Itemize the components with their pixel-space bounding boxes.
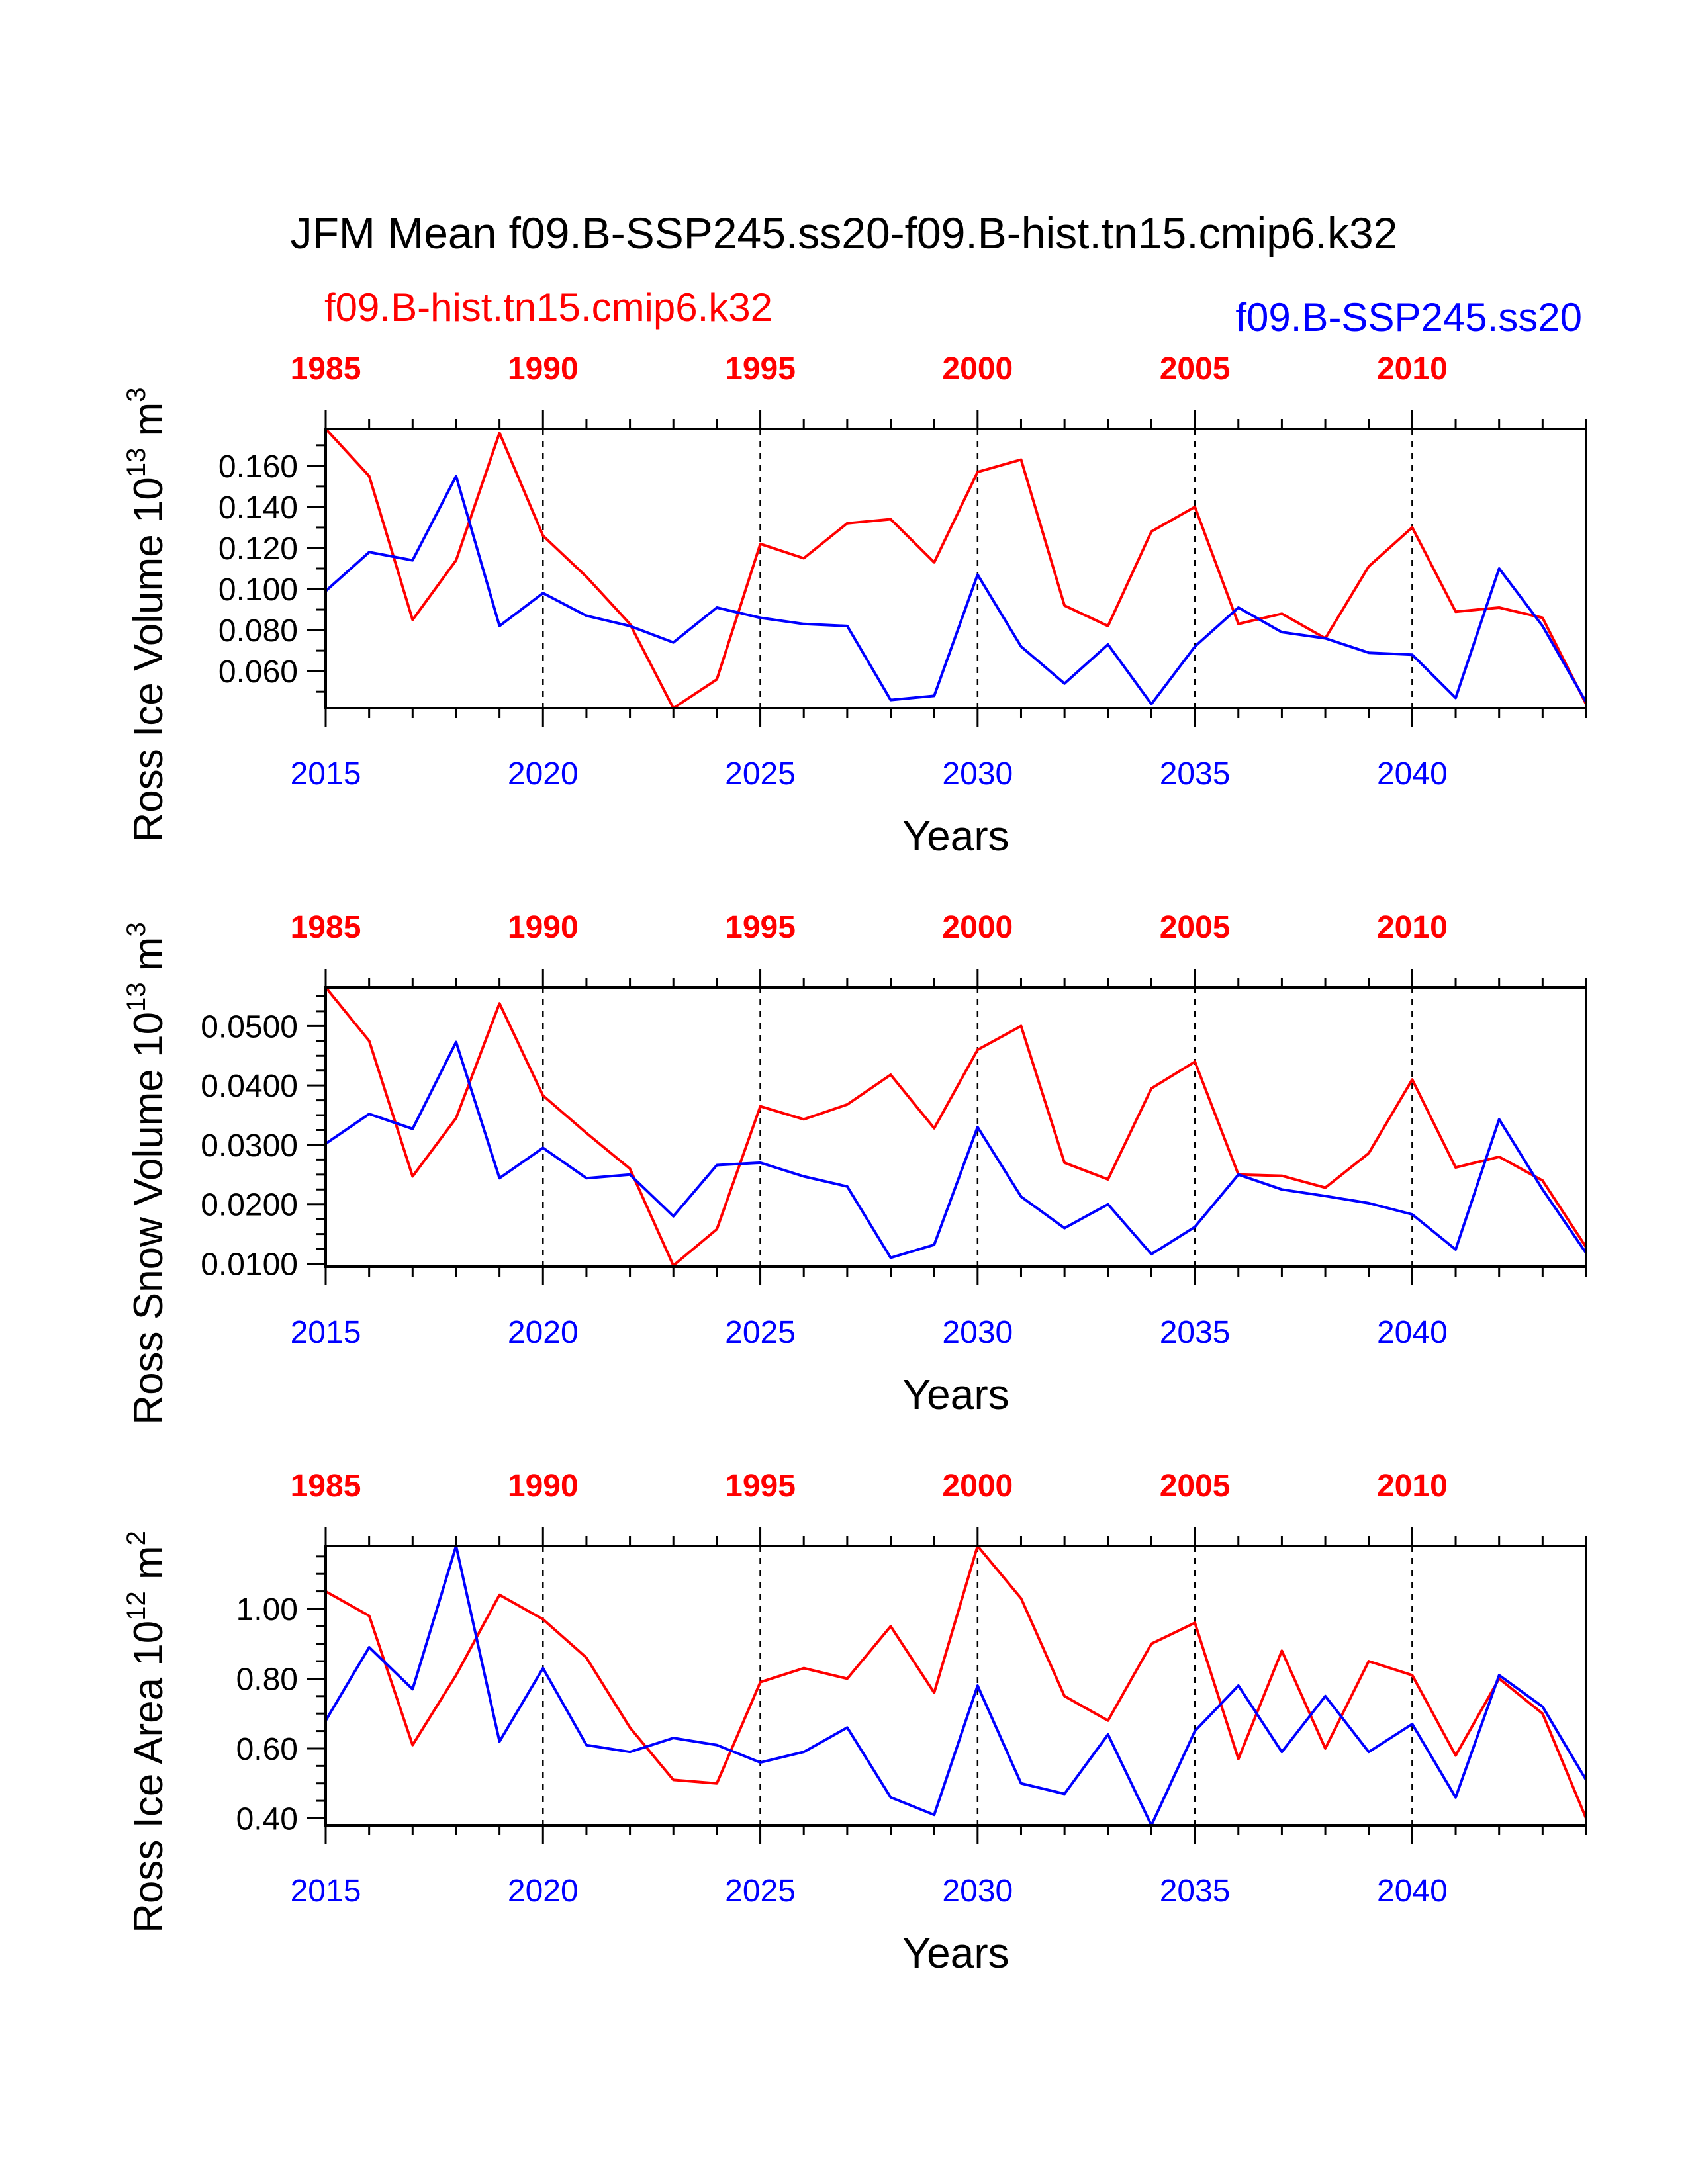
y-axis-title: Ross Snow Volume 1013 m3: [122, 922, 171, 1424]
top-axis-tick-label: 1995: [725, 351, 796, 387]
bottom-axis-tick-label: 2035: [1160, 1315, 1231, 1350]
legend-hist-label: f09.B-hist.tn15.cmip6.k32: [324, 285, 773, 330]
top-axis-tick-label: 2005: [1160, 910, 1231, 945]
top-axis-tick-label: 1995: [725, 1469, 796, 1504]
top-axis-tick-label: 2000: [942, 1469, 1013, 1504]
top-axis-tick-label: 2005: [1160, 351, 1231, 387]
bottom-axis-tick-label: 2025: [725, 1315, 796, 1350]
panel-2: 2015 2020 2025 2030 2035 2040 1985 1990 1995 2000…: [122, 910, 1587, 1425]
y-axis-tick-label: 0.0200: [201, 1188, 298, 1223]
y-axis-tick-label: 0.160: [218, 449, 298, 484]
bottom-axis-tick-label: 2040: [1377, 1874, 1448, 1909]
y-axis-tick-label: 0.060: [218, 655, 298, 690]
bottom-axis-tick-label: 2015: [291, 1874, 361, 1909]
plot-frame: [324, 1545, 1587, 1827]
y-axis-tick-label: 0.0300: [201, 1128, 298, 1163]
bottom-axis-tick-label: 2030: [942, 1874, 1013, 1909]
y-axis-title: Ross Ice Volume 1013 m3: [122, 387, 171, 842]
bottom-axis-tick-label: 2035: [1160, 1874, 1231, 1909]
panel-1: 2015 2020 2025 2030 2035 2040 1985 1990 1995 2000…: [122, 351, 1587, 860]
y-axis-tick-label: 0.140: [218, 490, 298, 525]
bottom-axis-tick-label: 2040: [1377, 1315, 1448, 1350]
bottom-axis-tick-label: 2030: [942, 756, 1013, 792]
bottom-axis-tick-label: 2025: [725, 756, 796, 792]
y-axis-tick-label: 0.0500: [201, 1009, 298, 1044]
bottom-axis-tick-label: 2020: [508, 1315, 579, 1350]
x-axis-title: Years: [902, 812, 1009, 860]
y-axis-tick-label: 0.100: [218, 572, 298, 608]
y-axis-tick-label: 0.0100: [201, 1248, 298, 1283]
top-axis-tick-label: 1990: [508, 910, 579, 945]
series-line-ssp: [324, 1040, 1587, 1259]
top-axis-tick-label: 2010: [1377, 351, 1448, 387]
bottom-axis-tick-label: 2020: [508, 756, 579, 792]
series-line-ssp: [324, 475, 1587, 705]
top-axis-tick-label: 1990: [508, 1469, 579, 1504]
series-line-ssp: [324, 1545, 1587, 1827]
y-axis-tick-label: 0.0400: [201, 1069, 298, 1104]
top-axis-tick-label: 2010: [1377, 910, 1448, 945]
bottom-axis-tick-label: 2025: [725, 1874, 796, 1909]
bottom-axis-tick-label: 2015: [291, 1315, 361, 1350]
y-axis-tick-label: 0.40: [236, 1801, 298, 1837]
top-axis-tick-label: 2010: [1377, 1469, 1448, 1504]
bottom-axis-tick-label: 2030: [942, 1315, 1013, 1350]
top-axis-tick-label: 1985: [291, 1469, 361, 1504]
y-axis-tick-label: 0.60: [236, 1732, 298, 1767]
top-axis-tick-label: 1985: [291, 351, 361, 387]
bottom-axis-tick-label: 2015: [291, 756, 361, 792]
panels: 2015 2020 2025 2030 2035 2040 1985 1990 1995 2000…: [122, 351, 1587, 1977]
series-line-hist: [324, 986, 1587, 1267]
top-axis-tick-label: 1985: [291, 910, 361, 945]
y-axis-tick-label: 1.00: [236, 1592, 298, 1627]
y-axis-tick-label: 0.080: [218, 614, 298, 649]
legend-ssp-label: f09.B-SSP245.ss20: [1235, 295, 1582, 340]
top-axis-tick-label: 1995: [725, 910, 796, 945]
x-axis-title: Years: [902, 1371, 1009, 1418]
plot-frame: [324, 986, 1587, 1268]
x-axis-title: Years: [902, 1929, 1009, 1977]
y-axis-title: Ross Ice Area 1012 m2: [122, 1531, 171, 1933]
series-line-hist: [324, 428, 1587, 709]
series-line-hist: [325, 1545, 1587, 1819]
bottom-axis-tick-label: 2040: [1377, 756, 1448, 792]
top-axis-tick-label: 1990: [508, 351, 579, 387]
bottom-axis-tick-label: 2020: [508, 1874, 579, 1909]
bottom-axis-tick-label: 2035: [1160, 756, 1231, 792]
y-axis-tick-label: 0.120: [218, 531, 298, 567]
top-axis-tick-label: 2000: [942, 910, 1013, 945]
y-axis-tick-label: 0.80: [236, 1662, 298, 1697]
panel-3: 2015 2020 2025 2030 2035 2040 1985 1990 1995 2000…: [122, 1469, 1587, 1977]
figure-title: JFM Mean f09.B-SSP245.ss20-f09.B-hist.tn…: [291, 208, 1398, 257]
top-axis-tick-label: 2000: [942, 351, 1013, 387]
top-axis-tick-label: 2005: [1160, 1469, 1231, 1504]
